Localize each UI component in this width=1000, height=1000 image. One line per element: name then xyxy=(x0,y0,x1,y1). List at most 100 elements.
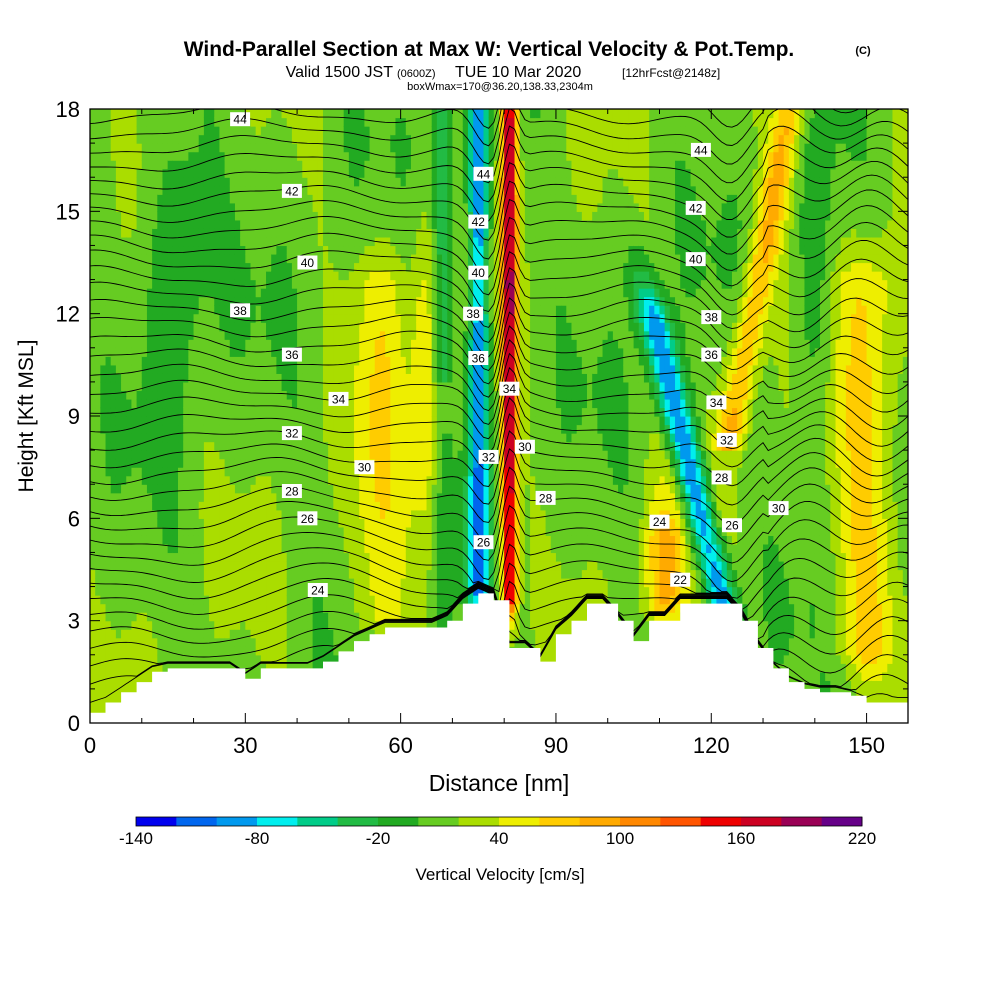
velocity-cell xyxy=(260,612,267,622)
velocity-cell xyxy=(162,151,169,161)
velocity-cell xyxy=(250,433,257,443)
velocity-cell xyxy=(348,433,355,443)
velocity-cell xyxy=(390,143,397,153)
velocity-cell xyxy=(322,245,329,255)
velocity-cell xyxy=(354,262,360,272)
velocity-cell xyxy=(240,492,246,502)
velocity-cell xyxy=(136,168,143,178)
velocity-cell xyxy=(255,560,262,571)
velocity-cell xyxy=(209,279,215,289)
velocity-cell xyxy=(90,211,96,221)
velocity-cell xyxy=(410,578,417,588)
velocity-cell xyxy=(333,160,340,170)
velocity-cell xyxy=(141,637,148,647)
velocity-cell xyxy=(266,288,272,298)
velocity-cell xyxy=(146,339,153,349)
velocity-cell xyxy=(188,126,195,136)
velocity-cell xyxy=(421,305,428,315)
velocity-cell xyxy=(157,475,164,485)
velocity-cell xyxy=(343,535,350,545)
velocity-cell xyxy=(400,330,407,340)
velocity-cell xyxy=(322,194,329,204)
velocity-cell xyxy=(255,364,262,374)
velocity-cell xyxy=(322,552,329,562)
velocity-cell xyxy=(240,518,246,528)
velocity-cell xyxy=(400,134,407,144)
velocity-cell xyxy=(276,637,283,647)
velocity-cell xyxy=(333,578,340,588)
velocity-cell xyxy=(100,697,107,707)
velocity-cell xyxy=(214,518,221,528)
velocity-cell xyxy=(416,518,422,528)
velocity-cell xyxy=(250,671,257,681)
velocity-cell xyxy=(209,637,215,647)
velocity-cell xyxy=(317,245,324,255)
velocity-cell xyxy=(131,680,138,690)
velocity-cell xyxy=(198,194,205,204)
velocity-cell xyxy=(198,126,205,136)
velocity-cell xyxy=(348,168,355,178)
velocity-cell xyxy=(100,433,107,443)
velocity-cell xyxy=(183,253,189,264)
velocity-cell xyxy=(400,211,407,221)
velocity-cell xyxy=(354,356,360,366)
velocity-cell xyxy=(250,356,257,366)
velocity-cell xyxy=(157,313,164,323)
velocity-cell xyxy=(317,424,324,434)
velocity-cell xyxy=(110,271,117,281)
velocity-cell xyxy=(234,586,241,596)
velocity-cell xyxy=(405,535,412,545)
velocity-cell xyxy=(359,296,365,306)
velocity-cell xyxy=(348,211,355,221)
velocity-cell xyxy=(395,509,402,519)
velocity-cell xyxy=(193,262,200,272)
velocity-cell xyxy=(183,347,189,357)
velocity-cell xyxy=(302,578,309,588)
velocity-cell xyxy=(240,177,246,187)
velocity-cell xyxy=(302,339,309,349)
velocity-cell xyxy=(260,364,267,374)
velocity-cell xyxy=(152,245,158,255)
velocity-cell xyxy=(100,262,107,272)
velocity-cell xyxy=(219,416,226,426)
velocity-cell xyxy=(379,629,386,639)
velocity-cell xyxy=(266,424,272,434)
velocity-cell xyxy=(307,271,314,281)
velocity-cell xyxy=(90,381,96,392)
velocity-cell xyxy=(183,356,189,366)
velocity-cell xyxy=(405,407,412,417)
velocity-cell xyxy=(328,339,334,349)
velocity-cell xyxy=(307,569,314,579)
velocity-cell xyxy=(240,424,246,434)
velocity-cell xyxy=(431,356,438,366)
velocity-cell xyxy=(431,390,438,400)
velocity-cell xyxy=(436,364,443,374)
velocity-cell xyxy=(436,407,443,417)
velocity-cell xyxy=(374,569,381,579)
velocity-cell xyxy=(426,586,433,596)
velocity-cell xyxy=(266,416,272,426)
velocity-cell xyxy=(229,560,236,571)
velocity-cell xyxy=(343,245,350,255)
velocity-cell xyxy=(245,416,252,426)
velocity-cell xyxy=(203,458,210,468)
velocity-cell xyxy=(343,407,350,417)
velocity-cell xyxy=(219,381,226,392)
velocity-cell xyxy=(369,373,376,383)
velocity-cell xyxy=(312,202,319,212)
velocity-cell xyxy=(209,543,215,554)
velocity-cell xyxy=(146,219,153,229)
velocity-cell xyxy=(379,271,386,281)
velocity-cell xyxy=(260,236,267,247)
velocity-cell xyxy=(234,271,241,281)
velocity-cell xyxy=(224,467,231,477)
velocity-cell xyxy=(364,160,371,170)
velocity-cell xyxy=(364,620,371,630)
velocity-cell xyxy=(405,236,412,247)
velocity-cell xyxy=(224,313,231,323)
velocity-cell xyxy=(405,569,412,579)
velocity-cell xyxy=(105,109,112,119)
velocity-cell xyxy=(146,168,153,178)
velocity-cell xyxy=(136,629,143,639)
velocity-cell xyxy=(110,612,117,622)
